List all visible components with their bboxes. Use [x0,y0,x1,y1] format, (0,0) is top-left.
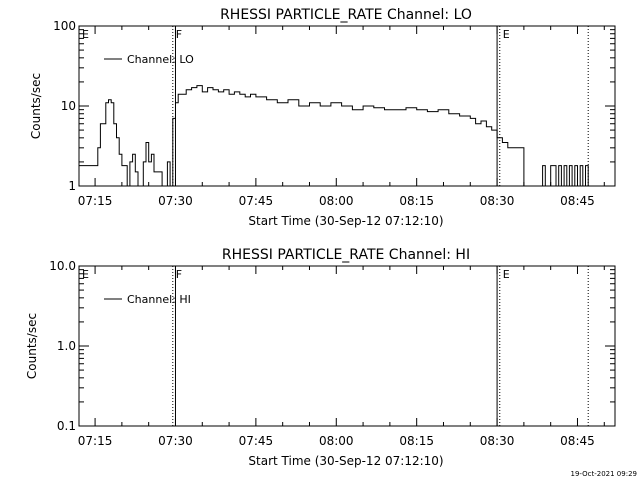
hi-chart-title: RHESSI PARTICLE_RATE Channel: HI [222,247,470,263]
lo-ytick-label: 100 [53,19,76,33]
lo-xtick-label: 08:45 [560,194,595,208]
hi-x-axis-label: Start Time (30-Sep-12 07:12:10) [248,454,443,468]
hi-y-axis: 0.1 1.0 10.0 [49,259,615,433]
hi-channel-panel: RHESSI PARTICLE_RATE Channel: HI E F E 0.1… [25,247,616,468]
lo-marker-label: E [82,28,89,41]
lo-y-axis-label: Counts/sec [29,73,43,139]
lo-xtick-label: 08:30 [480,194,515,208]
hi-xtick-label: 07:15 [78,434,113,448]
hi-y-axis-label: Counts/sec [25,313,39,379]
lo-ytick-label: 10 [61,99,76,113]
lo-x-axis-label: Start Time (30-Sep-12 07:12:10) [248,214,443,228]
footer-timestamp: 19-Oct-2021 09:29 [571,470,637,478]
lo-marker-label: F [176,28,182,41]
hi-x-axis: 07:15 07:30 07:45 08:00 08:15 08:30 08:45 [78,266,605,448]
lo-xtick-label: 08:15 [399,194,434,208]
hi-xtick-label: 08:00 [319,434,354,448]
lo-xtick-label: 07:15 [78,194,113,208]
hi-marker-label: F [176,268,182,281]
lo-xtick-label: 08:00 [319,194,354,208]
lo-xtick-label: 07:30 [158,194,193,208]
hi-marker-label: E [82,268,89,281]
hi-ytick-label: 10.0 [49,259,76,273]
hi-marker-label: E [503,268,510,281]
lo-chart-title: RHESSI PARTICLE_RATE Channel: LO [220,7,472,23]
lo-marker-label: E [503,28,510,41]
lo-x-axis: 07:15 07:30 07:45 08:00 08:15 08:30 08:45 [78,26,605,208]
hi-xtick-label: 08:30 [480,434,515,448]
lo-ytick-label: 1 [68,179,76,193]
hi-plot-frame [78,265,616,427]
hi-xtick-label: 08:15 [399,434,434,448]
hi-ytick-label: 1.0 [57,339,76,353]
lo-channel-panel: RHESSI PARTICLE_RATE Channel: LO E F E 1 10… [29,7,616,228]
hi-xtick-label: 07:45 [239,434,274,448]
hi-xtick-label: 08:45 [560,434,595,448]
hi-xtick-label: 07:30 [158,434,193,448]
lo-legend-label: Channel: LO [127,53,194,66]
lo-xtick-label: 07:45 [239,194,274,208]
lo-y-axis: 1 10 100 [53,19,615,193]
hi-legend-label: Channel: HI [127,293,191,306]
lo-series-line [79,85,589,187]
hi-ytick-label: 0.1 [57,419,76,433]
